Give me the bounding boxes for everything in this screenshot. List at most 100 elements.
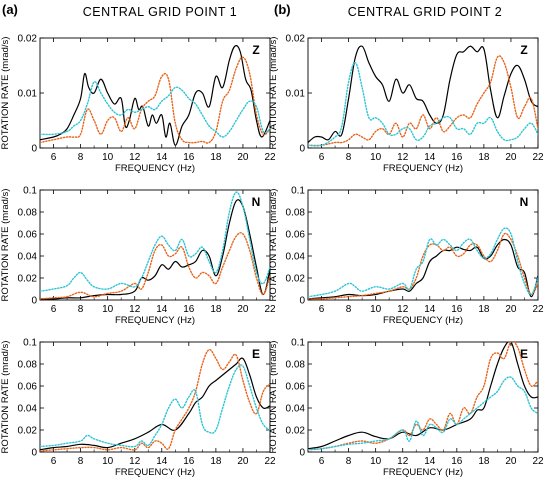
chart-e-1-ytick-label: 0.06 [18,382,38,393]
column-title-2: CENTRAL GRID POINT 2 [348,5,502,19]
chart-n-2-ytick-label: 0.08 [286,208,306,219]
chart-z-2-xtick-label: 22 [532,152,544,163]
chart-n-2-ytick-label: 0.06 [286,230,306,241]
chart-z-1-xtick-label: 22 [264,152,276,163]
chart-n-1-xtick-label: 6 [51,304,57,315]
chart-z-1-ytick-label: 0 [31,144,37,155]
chart-e-2-xtick-label: 18 [478,456,490,467]
chart-e-1-series-black-solid [40,357,270,451]
chart-n-1-xtick-label: 16 [183,304,195,315]
chart-e-1-series-cyan-dotted [40,364,270,448]
chart-n-1-series-cyan-dotted [40,191,270,292]
chart-z-1-xtick-label: 6 [51,152,57,163]
chart-e-2-xtick-label: 22 [532,456,544,467]
chart-n-2: 6 8 10 12 14 16 18 20 22 0 0.02 0.04 0.06 0.08 0.1 FREQ… [268,186,544,327]
chart-n-2-xtick-label: 16 [451,304,463,315]
chart-e-2-xtick-label: 20 [505,456,517,467]
chart-z-1-xtick-label: 8 [78,152,84,163]
chart-z-2-ylabel: ROTATION RATE (mrad/s) [268,37,279,150]
chart-e-2-ytick-label: 0 [299,448,305,459]
chart-e-1-xtick-label: 8 [78,456,84,467]
chart-z-2-series-cyan-dotted [308,62,538,147]
chart-n-1-xtick-label: 12 [129,304,141,315]
chart-z-1-xtick-label: 20 [237,152,249,163]
chart-e-1-series-orange-dotted [40,348,270,452]
chart-panels: 6 8 10 12 14 16 18 20 22 0 0.01 0.02 FREQUENCY (Hz) R… [0,34,544,479]
chart-n-1-series-orange-dotted [40,232,270,300]
chart-z-2-ytick-label: 0.02 [286,34,306,45]
chart-n-2-xtick-label: 6 [319,304,325,315]
chart-n-1-xtick-label: 18 [210,304,222,315]
chart-e-1-xtick-label: 12 [129,456,141,467]
chart-z-1-xtick-label: 14 [156,152,168,163]
chart-e-1-ytick-label: 0 [31,448,37,459]
chart-z-2: 6 8 10 12 14 16 18 20 22 0 0.01 0.02 FREQUENCY (Hz) R… [268,34,544,175]
chart-n-2-ylabel: ROTATION RATE (mrad/s) [268,189,279,302]
chart-n-1-ytick-label: 0.08 [18,208,38,219]
chart-e-2-ytick-label: 0.04 [286,404,306,415]
chart-n-1-xtick-label: 20 [237,304,249,315]
chart-z-2-component-label: Z [520,43,527,57]
chart-z-2-xtick-label: 12 [397,152,409,163]
chart-e-1-ytick-label: 0.02 [18,426,38,437]
chart-n-1: 6 8 10 12 14 16 18 20 22 0 0.02 0.04 0.06 0.08 0.1 FREQ… [0,186,276,327]
chart-n-1-ytick-label: 0.1 [23,186,37,197]
chart-n-2-ytick-label: 0.04 [286,252,306,263]
chart-e-1-ytick-label: 0.1 [23,338,37,349]
chart-n-1-ytick-label: 0.06 [18,230,38,241]
chart-e-2-ytick-label: 0.06 [286,382,306,393]
chart-e-1-component-label: E [252,347,260,361]
chart-e-2-xtick-label: 16 [451,456,463,467]
chart-e-2-xtick-label: 14 [424,456,436,467]
chart-e-1-xtick-label: 22 [264,456,276,467]
chart-e-1-ylabel: ROTATION RATE (mrad/s) [0,341,11,454]
chart-n-2-xtick-label: 20 [505,304,517,315]
chart-z-2-xtick-label: 18 [478,152,490,163]
chart-e-1-xtick-label: 6 [51,456,57,467]
chart-e-2: 6 8 10 12 14 16 18 20 22 0 0.02 0.04 0.06 0.08 0.1 FREQ… [268,338,544,479]
chart-n-1-component-label: N [252,195,261,209]
chart-z-1-series-cyan-dotted [40,81,270,138]
chart-z-2-xtick-label: 6 [319,152,325,163]
chart-z-1-ylabel: ROTATION RATE (mrad/s) [0,37,11,150]
chart-z-2-xtick-label: 10 [370,152,382,163]
chart-z-2-series-black-solid [308,45,538,144]
chart-n-2-xtick-label: 14 [424,304,436,315]
chart-e-1-xtick-label: 18 [210,456,222,467]
chart-z-2-ytick-label: 0.01 [286,89,306,100]
chart-n-1-xtick-label: 8 [78,304,84,315]
chart-n-2-ytick-label: 0 [299,296,305,307]
chart-e-2-frame [307,341,539,453]
chart-z-1-series-orange-dotted [40,56,270,144]
chart-z-1-xtick-label: 10 [102,152,114,163]
chart-e-1: 6 8 10 12 14 16 18 20 22 0 0.02 0.04 0.06 0.08 0.1 FREQ… [0,338,276,479]
chart-e-2-xtick-label: 6 [319,456,325,467]
chart-e-1-xtick-label: 16 [183,456,195,467]
chart-e-1-xlabel: FREQUENCY (Hz) [115,467,195,478]
chart-n-2-frame [307,189,539,301]
chart-n-2-xtick-label: 10 [370,304,382,315]
chart-n-2-series-black-solid [308,238,538,300]
chart-n-2-component-label: N [520,195,529,209]
chart-e-2-xlabel: FREQUENCY (Hz) [383,467,463,478]
chart-e-1-xtick-label: 20 [237,456,249,467]
chart-z-2-ytick-label: 0 [299,144,305,155]
chart-e-2-series-cyan-dotted [308,376,538,451]
chart-e-2-component-label: E [520,347,528,361]
chart-n-2-xtick-label: 22 [532,304,544,315]
chart-n-1-xtick-label: 14 [156,304,168,315]
panel-label-b: (b) [274,2,291,17]
chart-e-2-ylabel: ROTATION RATE (mrad/s) [268,341,279,454]
chart-e-2-xtick-label: 8 [346,456,352,467]
chart-z-1-xlabel: FREQUENCY (Hz) [115,163,195,174]
chart-z-2-xtick-label: 14 [424,152,436,163]
chart-e-1-ytick-label: 0.08 [18,360,38,371]
chart-n-2-xlabel: FREQUENCY (Hz) [383,315,463,326]
chart-n-2-series-cyan-dotted [308,227,538,298]
chart-n-1-xlabel: FREQUENCY (Hz) [115,315,195,326]
chart-z-1-ytick-label: 0.01 [18,89,38,100]
chart-e-2-ytick-label: 0.08 [286,360,306,371]
chart-n-1-xtick-label: 22 [264,304,276,315]
chart-n-2-xtick-label: 12 [397,304,409,315]
